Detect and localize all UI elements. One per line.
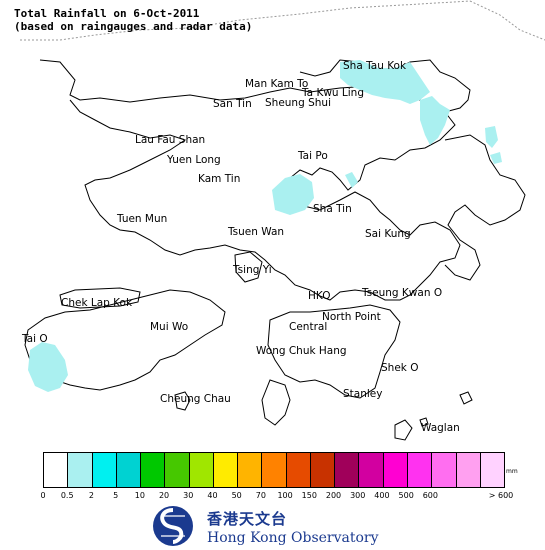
- rainfall-map: [20, 0, 545, 441]
- legend-tick-label: 50: [231, 491, 242, 500]
- place-label: Cheung Chau: [160, 393, 231, 405]
- legend-swatch: [480, 453, 505, 487]
- legend-unit: mm: [506, 468, 518, 475]
- coastline-east-islands: [394, 391, 473, 441]
- place-label: Central: [289, 321, 328, 333]
- coastline-cheung-chau: [174, 391, 191, 411]
- legend-tick-label: 300: [350, 491, 366, 500]
- legend-swatch: [92, 453, 117, 487]
- legend-swatch: [141, 453, 166, 487]
- place-label: Ta Kwu Ling: [302, 87, 365, 99]
- coastline-lamma: [261, 379, 291, 426]
- map-title: Total Rainfall on 6-Oct-2011: [14, 7, 200, 20]
- rain-areas: [28, 60, 502, 392]
- rainfall-legend-bar: [43, 452, 505, 488]
- legend-tick-label: 70: [255, 491, 266, 500]
- legend-swatch: [286, 453, 311, 487]
- legend-swatch: [213, 453, 239, 487]
- place-label: Sheung Shui: [265, 97, 331, 109]
- legend-tick-label: 600: [422, 491, 438, 500]
- legend-tick-label: 40: [207, 491, 218, 500]
- legend-tick-label: 0.5: [60, 491, 74, 500]
- place-label: San Tin: [213, 98, 252, 110]
- legend-swatch: [165, 453, 190, 487]
- legend-tick-label: 2: [88, 491, 94, 500]
- place-label: Stanley: [343, 388, 383, 400]
- rain-area-tai-o: [28, 342, 68, 392]
- legend-swatch: [335, 453, 360, 487]
- map-subtitle: (based on raingauges and radar data): [14, 20, 253, 33]
- legend-swatch: [310, 453, 336, 487]
- place-label: Tsuen Wan: [228, 226, 285, 238]
- place-label: Tseung Kwan O: [362, 287, 443, 299]
- place-label: Sai Kung: [365, 228, 411, 240]
- place-label: Tuen Mun: [117, 213, 168, 225]
- legend-tick-label: 20: [158, 491, 170, 500]
- border-line-east: [469, 0, 545, 41]
- coastline-hk-island: [267, 304, 401, 399]
- place-label: Tai Po: [298, 150, 328, 162]
- coastline-airport: [59, 287, 141, 309]
- place-label: Shek O: [381, 362, 419, 374]
- place-label: Mui Wo: [150, 321, 189, 333]
- legend-swatch: [456, 453, 481, 487]
- legend-swatch: [189, 453, 214, 487]
- legend-swatch: [68, 453, 93, 487]
- rain-area-shing-mun: [272, 174, 314, 215]
- coastline-tsing-yi: [234, 251, 263, 283]
- place-label: Yuen Long: [167, 154, 221, 166]
- hko-logo: 香港天文台 Hong Kong Observatory: [145, 503, 405, 549]
- hko-emblem-icon: [153, 506, 193, 546]
- place-label: Man Kam To: [245, 78, 309, 90]
- place-label: Lau Fau Shan: [135, 134, 206, 146]
- place-label: Tai O: [22, 333, 48, 345]
- legend-swatch: [383, 453, 408, 487]
- legend-tick-label: > 600: [488, 491, 514, 500]
- legend-tick-label: 30: [183, 491, 194, 500]
- legend-tick-label: 150: [301, 491, 317, 500]
- rain-area-northeast: [420, 96, 450, 145]
- rain-area-east2: [490, 152, 502, 164]
- place-label: Waglan: [421, 422, 460, 434]
- legend-swatch: [407, 453, 433, 487]
- place-label: Kam Tin: [198, 173, 241, 185]
- legend-tick-label: 5: [113, 491, 119, 500]
- legend-swatch: [432, 453, 457, 487]
- legend-swatch: [359, 453, 384, 487]
- logo-chinese: 香港天文台: [207, 510, 288, 528]
- legend-tick-label: 0: [40, 491, 46, 500]
- rain-area-tolo: [345, 172, 358, 188]
- legend-swatch: [238, 453, 263, 487]
- legend-tick-label: 500: [398, 491, 414, 500]
- legend-swatch: [262, 453, 287, 487]
- legend-swatch: [44, 453, 69, 487]
- legend-tick-label: 10: [134, 491, 145, 500]
- legend-swatch: [116, 453, 142, 487]
- place-label: Wong Chuk Hang: [256, 345, 347, 357]
- place-label: Sha Tau Kok: [343, 60, 407, 72]
- legend-tick-label: 100: [277, 491, 293, 500]
- logo-english: Hong Kong Observatory: [207, 530, 379, 546]
- place-label: North Point: [322, 311, 381, 323]
- rain-area-north: [340, 60, 430, 104]
- legend-tick-label: 200: [325, 491, 342, 500]
- place-label: HKO: [308, 290, 331, 302]
- place-label: Tsing Yi: [233, 264, 272, 276]
- border-line: [20, 0, 471, 41]
- legend-tick-label: 400: [374, 491, 390, 500]
- place-label: Chek Lap Kok: [61, 297, 133, 309]
- rain-area-east1: [485, 126, 498, 148]
- coastline-saikung: [444, 134, 526, 281]
- place-label: Sha Tin: [313, 203, 352, 215]
